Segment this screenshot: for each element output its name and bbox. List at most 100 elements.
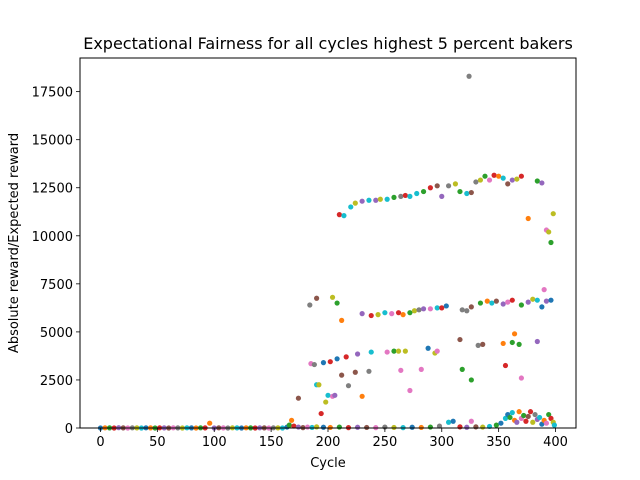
data-point — [339, 317, 345, 323]
data-point — [539, 304, 545, 310]
data-point — [493, 422, 499, 428]
x-tick-label: 50 — [149, 435, 166, 450]
data-point — [534, 178, 540, 184]
data-point — [295, 395, 302, 401]
data-point — [384, 196, 390, 202]
data-point — [314, 424, 320, 430]
data-point — [480, 341, 486, 347]
data-point — [334, 356, 340, 362]
data-point — [420, 188, 427, 195]
x-tick-label: 100 — [202, 435, 227, 450]
data-point — [416, 307, 422, 313]
data-point — [352, 200, 358, 206]
data-point — [391, 348, 397, 354]
data-point — [325, 392, 331, 398]
data-point — [509, 177, 515, 183]
data-point — [391, 194, 397, 200]
data-point — [509, 297, 515, 303]
data-point — [436, 423, 443, 429]
x-tick-label: 400 — [543, 435, 568, 450]
data-point — [289, 417, 295, 423]
data-point — [464, 424, 470, 430]
data-points — [97, 73, 557, 431]
data-point — [320, 424, 327, 430]
data-point — [364, 424, 370, 431]
data-point — [502, 362, 509, 369]
data-point — [480, 424, 486, 430]
data-point — [327, 424, 333, 431]
data-point — [307, 302, 313, 308]
y-tick-label: 17500 — [32, 86, 73, 101]
data-point — [475, 342, 481, 348]
data-point — [525, 215, 531, 222]
x-tick-label: 350 — [486, 435, 511, 450]
data-point — [468, 377, 474, 383]
data-point — [496, 173, 502, 179]
data-point — [366, 197, 372, 203]
data-point — [316, 382, 322, 388]
data-point — [509, 339, 515, 346]
data-point — [407, 193, 413, 199]
data-point — [407, 387, 413, 394]
data-point — [402, 348, 408, 354]
data-point — [354, 424, 361, 430]
data-point — [343, 354, 349, 360]
y-tick-label: 15000 — [32, 134, 73, 149]
data-point — [382, 310, 388, 316]
data-point — [514, 176, 520, 182]
data-point — [459, 366, 465, 372]
data-point — [459, 307, 465, 313]
data-point — [323, 399, 329, 405]
data-point — [500, 175, 506, 181]
data-point — [527, 409, 534, 415]
data-point — [411, 308, 418, 314]
y-tick-label: 7500 — [40, 278, 73, 293]
data-point — [482, 173, 488, 179]
y-tick-label: 2500 — [40, 374, 73, 389]
data-point — [464, 308, 470, 314]
data-point — [336, 212, 342, 218]
data-point — [334, 300, 340, 306]
data-point — [530, 296, 536, 302]
data-point — [311, 361, 317, 368]
data-point — [402, 192, 408, 199]
data-point — [318, 410, 324, 417]
y-axis-ticks: 0 2500 5000 7500 10000 12500 15000 17500 — [32, 86, 80, 437]
data-point — [359, 311, 365, 317]
data-point — [468, 304, 474, 310]
data-point — [518, 302, 524, 308]
x-tick-label: 200 — [316, 435, 341, 450]
chart-title: Expectational Fairness for all cycles hi… — [83, 34, 573, 53]
data-point — [445, 419, 452, 425]
data-point — [516, 409, 522, 415]
data-point — [443, 303, 449, 309]
data-point — [352, 369, 358, 375]
data-point — [534, 297, 540, 303]
data-point — [468, 189, 474, 196]
y-axis-label: Absolute reward/Expected reward — [7, 133, 22, 353]
data-point — [377, 196, 383, 202]
data-point — [434, 348, 440, 354]
data-point — [395, 348, 402, 354]
data-point — [304, 424, 311, 430]
data-point — [537, 414, 543, 421]
data-point — [309, 424, 315, 431]
data-point — [445, 183, 452, 189]
data-point — [532, 411, 538, 418]
data-point — [498, 420, 504, 426]
data-point — [457, 424, 463, 430]
y-tick-label: 5000 — [40, 326, 73, 341]
data-point — [314, 295, 320, 301]
y-tick-label: 0 — [65, 422, 73, 437]
data-point — [320, 360, 327, 366]
data-point — [473, 424, 479, 430]
data-point — [551, 422, 557, 428]
data-point — [425, 345, 431, 351]
data-point — [516, 341, 522, 347]
data-point — [345, 383, 352, 389]
data-point — [464, 190, 470, 197]
x-axis-label: Cycle — [310, 456, 346, 471]
data-point — [434, 305, 440, 311]
data-point — [354, 351, 361, 357]
data-point — [359, 198, 365, 204]
